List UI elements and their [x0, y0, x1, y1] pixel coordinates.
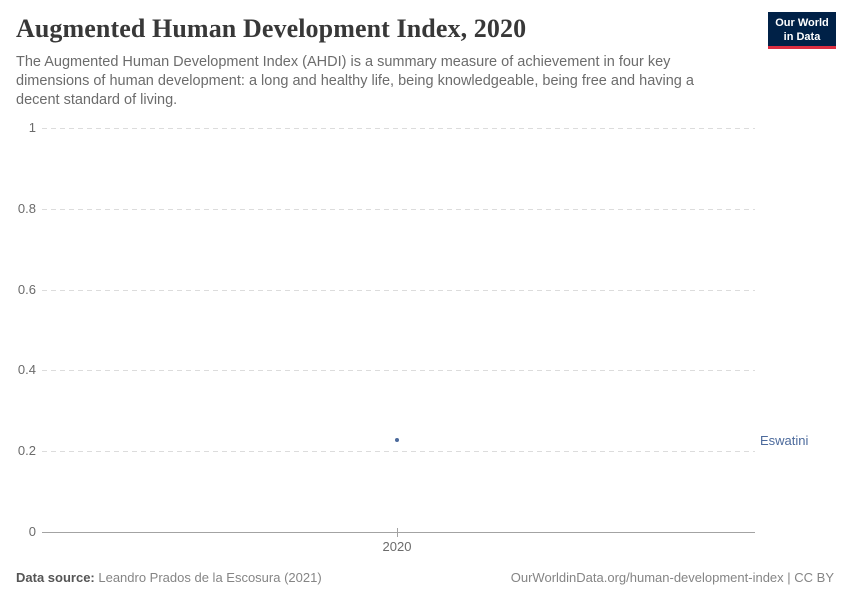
y-gridline: [42, 290, 755, 291]
data-point-eswatini[interactable]: [395, 438, 399, 442]
owid-logo[interactable]: Our World in Data: [768, 12, 836, 49]
data-source-value: Leandro Prados de la Escosura (2021): [94, 570, 322, 585]
y-gridline: [42, 451, 755, 452]
owid-logo-line1: Our World: [775, 17, 829, 29]
page-title: Augmented Human Development Index, 2020: [16, 14, 527, 43]
y-tick-label: 0.6: [17, 282, 36, 297]
x-axis-line: [42, 532, 755, 533]
owid-logo-line2: in Data: [783, 31, 821, 43]
x-axis-tick: [397, 528, 398, 537]
chart-footer: Data source: Leandro Prados de la Escosu…: [16, 569, 834, 586]
y-tick-label: 1: [28, 120, 36, 135]
x-tick-label: 2020: [382, 539, 412, 554]
y-tick-label: 0.8: [17, 201, 36, 216]
entity-label-eswatini[interactable]: Eswatini: [760, 433, 809, 448]
y-gridline: [42, 370, 755, 371]
data-source-label: Data source:: [16, 570, 95, 585]
attribution-link[interactable]: OurWorldinData.org/human-development-ind…: [510, 570, 834, 585]
y-tick-label: 0.2: [17, 443, 36, 458]
y-tick-label: 0: [28, 524, 36, 539]
data-source: Data source: Leandro Prados de la Escosu…: [16, 569, 322, 586]
y-gridline: [42, 128, 755, 129]
y-gridline: [42, 209, 755, 210]
chart-subtitle: The Augmented Human Development Index (A…: [16, 54, 694, 108]
y-tick-label: 0.4: [17, 362, 36, 377]
